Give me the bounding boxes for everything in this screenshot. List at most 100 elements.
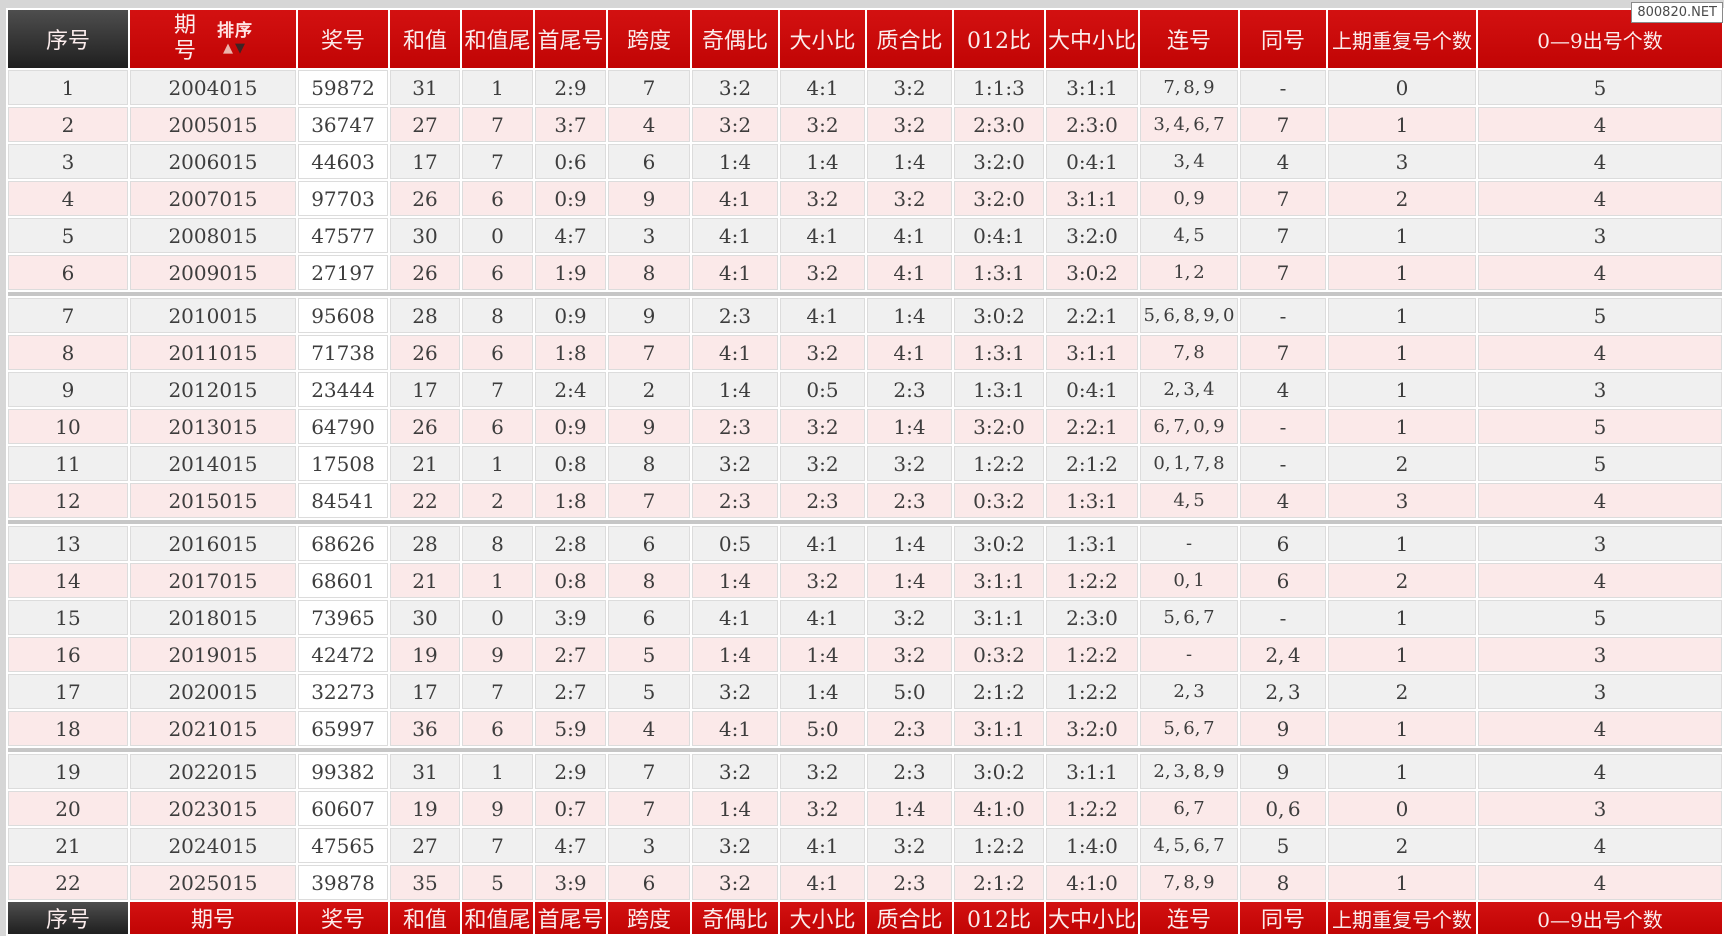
cell-prev-repeat-count: 1 <box>1328 372 1476 407</box>
cell-prize-number: 44603 <box>298 144 388 179</box>
table-footer-header: 序号 期号 奖号 和值 和值尾 首尾号 跨度 奇偶比 大小比 质合比 012比 大中小比 连号 同号 上期重… <box>8 902 1722 934</box>
cell-zero-one-two-ratio: 0:3:2 <box>954 483 1044 518</box>
table-row: 22 2025015 39878 35 5 3:9 6 3:2 4:1 2:3 2:1:2 4:1:0… <box>8 865 1722 900</box>
cell-digit-occurrence-count: 4 <box>1478 563 1722 598</box>
group-separator <box>8 748 1722 752</box>
cell-big-mid-small-ratio: 1:3:1 <box>1046 526 1138 561</box>
column-header-consecutive-numbers: 连号 <box>1140 10 1238 68</box>
cell-head-tail: 0:9 <box>535 181 606 216</box>
cell-sum: 19 <box>390 791 460 826</box>
cell-prime-composite-ratio: 3:2 <box>867 181 952 216</box>
table-row: 6 2009015 27197 26 6 1:9 8 4:1 3:2 4:1 1:3:1 3:0:2 1… <box>8 255 1722 290</box>
cell-sum-tail: 7 <box>462 674 533 709</box>
group-separator <box>8 292 1722 296</box>
cell-prize-number: 68601 <box>298 563 388 598</box>
cell-prev-repeat-count: 2 <box>1328 446 1476 481</box>
cell-prime-composite-ratio: 1:4 <box>867 791 952 826</box>
footer-header-row: 序号 期号 奖号 和值 和值尾 首尾号 跨度 奇偶比 大小比 质合比 012比 大中小比 连号 同号 上期重… <box>8 902 1722 934</box>
sort-ascending-icon[interactable]: ▲ <box>223 41 235 56</box>
cell-digit-occurrence-count: 3 <box>1478 637 1722 672</box>
cell-sum: 28 <box>390 298 460 333</box>
cell-prev-repeat-count: 3 <box>1328 144 1476 179</box>
cell-consecutive-numbers: 7, 8, 9 <box>1140 865 1238 900</box>
column-header-sum-tail: 和值尾 <box>462 902 533 934</box>
cell-digit-occurrence-count: 5 <box>1478 409 1722 444</box>
cell-sum: 27 <box>390 107 460 142</box>
cell-span: 6 <box>608 144 690 179</box>
column-header-serial: 序号 <box>8 902 128 934</box>
cell-period: 2008015 <box>130 218 296 253</box>
cell-period: 2010015 <box>130 298 296 333</box>
cell-prime-composite-ratio: 1:4 <box>867 526 952 561</box>
column-header-zero-one-two-ratio: 012比 <box>954 10 1044 68</box>
cell-odd-even-ratio: 1:4 <box>692 637 778 672</box>
cell-big-mid-small-ratio: 1:2:2 <box>1046 791 1138 826</box>
cell-digit-occurrence-count: 5 <box>1478 446 1722 481</box>
cell-prev-repeat-count: 1 <box>1328 637 1476 672</box>
cell-serial: 3 <box>8 144 128 179</box>
column-header-big-small-ratio: 大小比 <box>780 10 865 68</box>
cell-odd-even-ratio: 2:3 <box>692 298 778 333</box>
cell-prev-repeat-count: 1 <box>1328 335 1476 370</box>
cell-consecutive-numbers: 3, 4, 6, 7 <box>1140 107 1238 142</box>
sort-widget[interactable]: 排序 ▲▼ <box>217 21 253 56</box>
cell-prize-number: 17508 <box>298 446 388 481</box>
cell-odd-even-ratio: 4:1 <box>692 600 778 635</box>
cell-big-small-ratio: 4:1 <box>780 600 865 635</box>
sort-descending-icon[interactable]: ▼ <box>235 41 247 56</box>
cell-sum-tail: 9 <box>462 791 533 826</box>
cell-same-numbers: - <box>1240 600 1326 635</box>
cell-digit-occurrence-count: 4 <box>1478 754 1722 789</box>
cell-consecutive-numbers: 7, 8 <box>1140 335 1238 370</box>
table-row: 1 2004015 59872 31 1 2:9 7 3:2 4:1 3:2 1:1:3 3:1:1 7… <box>8 70 1722 105</box>
cell-period: 2024015 <box>130 828 296 863</box>
cell-prev-repeat-count: 1 <box>1328 255 1476 290</box>
cell-big-mid-small-ratio: 3:2:0 <box>1046 711 1138 746</box>
cell-serial: 13 <box>8 526 128 561</box>
cell-same-numbers: 6 <box>1240 563 1326 598</box>
cell-same-numbers: - <box>1240 70 1326 105</box>
cell-sum-tail: 9 <box>462 637 533 672</box>
cell-span: 7 <box>608 754 690 789</box>
cell-sum: 31 <box>390 70 460 105</box>
sort-label: 排序 <box>217 21 253 41</box>
cell-sum-tail: 6 <box>462 335 533 370</box>
table-row: 16 2019015 42472 19 9 2:7 5 1:4 1:4 3:2 0:3:2 1:2:2… <box>8 637 1722 672</box>
column-header-period[interactable]: 期号 排序 ▲▼ <box>130 10 296 68</box>
cell-prime-composite-ratio: 3:2 <box>867 637 952 672</box>
sort-arrows[interactable]: ▲▼ <box>223 42 247 55</box>
cell-sum-tail: 8 <box>462 526 533 561</box>
cell-same-numbers: - <box>1240 409 1326 444</box>
cell-odd-even-ratio: 3:2 <box>692 446 778 481</box>
cell-zero-one-two-ratio: 0:4:1 <box>954 218 1044 253</box>
cell-zero-one-two-ratio: 1:1:3 <box>954 70 1044 105</box>
cell-head-tail: 0:9 <box>535 298 606 333</box>
table-body: 1 2004015 59872 31 1 2:9 7 3:2 4:1 3:2 1:1:3 3:1:1 7… <box>8 70 1722 900</box>
cell-digit-occurrence-count: 4 <box>1478 181 1722 216</box>
cell-prize-number: 71738 <box>298 335 388 370</box>
cell-digit-occurrence-count: 5 <box>1478 600 1722 635</box>
cell-same-numbers: 9 <box>1240 754 1326 789</box>
cell-big-small-ratio: 2:3 <box>780 483 865 518</box>
cell-serial: 10 <box>8 409 128 444</box>
cell-serial: 20 <box>8 791 128 826</box>
cell-digit-occurrence-count: 5 <box>1478 70 1722 105</box>
cell-consecutive-numbers: 1, 2 <box>1140 255 1238 290</box>
cell-prize-number: 39878 <box>298 865 388 900</box>
cell-head-tail: 2:7 <box>535 637 606 672</box>
cell-head-tail: 5:9 <box>535 711 606 746</box>
cell-serial: 19 <box>8 754 128 789</box>
cell-zero-one-two-ratio: 2:1:2 <box>954 865 1044 900</box>
cell-span: 4 <box>608 107 690 142</box>
cell-head-tail: 1:9 <box>535 255 606 290</box>
cell-big-small-ratio: 1:4 <box>780 674 865 709</box>
table-row: 18 2021015 65997 36 6 5:9 4 4:1 5:0 2:3 3:1:1 3:2:0… <box>8 711 1722 746</box>
cell-odd-even-ratio: 1:4 <box>692 144 778 179</box>
cell-period: 2005015 <box>130 107 296 142</box>
cell-big-mid-small-ratio: 2:3:0 <box>1046 107 1138 142</box>
table-row: 14 2017015 68601 21 1 0:8 8 1:4 3:2 1:4 3:1:1 1:2:2… <box>8 563 1722 598</box>
cell-head-tail: 2:7 <box>535 674 606 709</box>
cell-prize-number: 47577 <box>298 218 388 253</box>
cell-odd-even-ratio: 1:4 <box>692 791 778 826</box>
